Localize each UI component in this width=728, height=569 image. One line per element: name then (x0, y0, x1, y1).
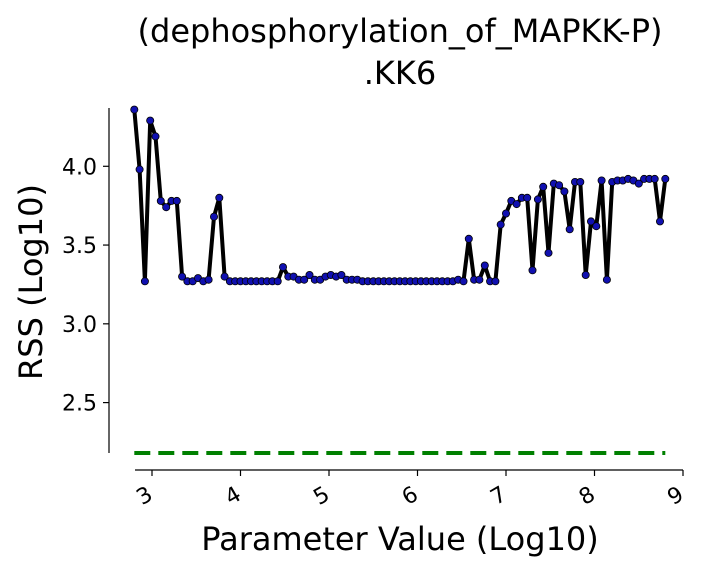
data-point (661, 174, 670, 183)
data-point (146, 116, 155, 125)
data-point (135, 165, 144, 174)
data-point (587, 217, 596, 226)
data-point (172, 196, 181, 205)
data-point (592, 222, 601, 231)
data-point (337, 270, 346, 279)
y-tick-label: 3.0 (62, 313, 97, 338)
x-tick-label: 9 (663, 482, 688, 511)
y-axis-ticks: 2.5 3.0 3.5 4.0 (62, 155, 109, 417)
data-point (597, 176, 606, 185)
data-point (220, 272, 229, 281)
data-point (533, 195, 542, 204)
chart-title-line-2: .KK6 (364, 54, 437, 92)
data-point (305, 270, 314, 279)
data-point (501, 209, 510, 218)
data-point (273, 277, 282, 286)
data-point (278, 263, 287, 272)
data-point (544, 248, 553, 257)
x-tick-label: 7 (486, 482, 511, 511)
data-point (209, 212, 218, 221)
chart-title-line-1: (dephosphorylation_of_MAPKK-P) (138, 12, 663, 50)
x-axis-label: Parameter Value (Log10) (201, 520, 599, 558)
data-point (581, 270, 590, 279)
data-point (565, 225, 574, 234)
data-point (140, 277, 149, 286)
data-point (162, 203, 171, 212)
data-point (512, 200, 521, 209)
series-line (132, 109, 668, 284)
data-point (523, 193, 532, 202)
x-tick-label: 8 (575, 482, 600, 511)
x-tick-label: 6 (398, 482, 423, 511)
data-point (215, 193, 224, 202)
data-point (130, 105, 139, 114)
data-point (656, 217, 665, 226)
data-point (602, 275, 611, 284)
data-point (475, 275, 484, 284)
data-point (464, 234, 473, 243)
y-tick-label: 4.0 (62, 155, 97, 180)
data-point (496, 220, 505, 229)
data-point (555, 181, 564, 190)
data-point (650, 174, 659, 183)
data-point (491, 277, 500, 286)
data-point (151, 132, 160, 141)
data-point (576, 177, 585, 186)
x-tick-label: 5 (309, 482, 334, 511)
x-axis-ticks: 3 4 5 6 7 8 9 (132, 470, 688, 511)
data-point (560, 187, 569, 196)
data-point (204, 275, 213, 284)
y-axis-label: RSS (Log10) (12, 184, 50, 380)
data-point (156, 196, 165, 205)
data-point (480, 261, 489, 270)
x-tick-label: 3 (132, 482, 157, 511)
data-point (178, 272, 187, 281)
y-tick-label: 3.5 (62, 234, 97, 259)
data-point (539, 182, 548, 191)
y-tick-label: 2.5 (62, 392, 97, 417)
data-point (459, 277, 468, 286)
data-point (528, 266, 537, 275)
plot-area (130, 105, 670, 286)
data-point (300, 275, 309, 284)
x-tick-label: 4 (221, 482, 246, 511)
data-point (634, 179, 643, 188)
